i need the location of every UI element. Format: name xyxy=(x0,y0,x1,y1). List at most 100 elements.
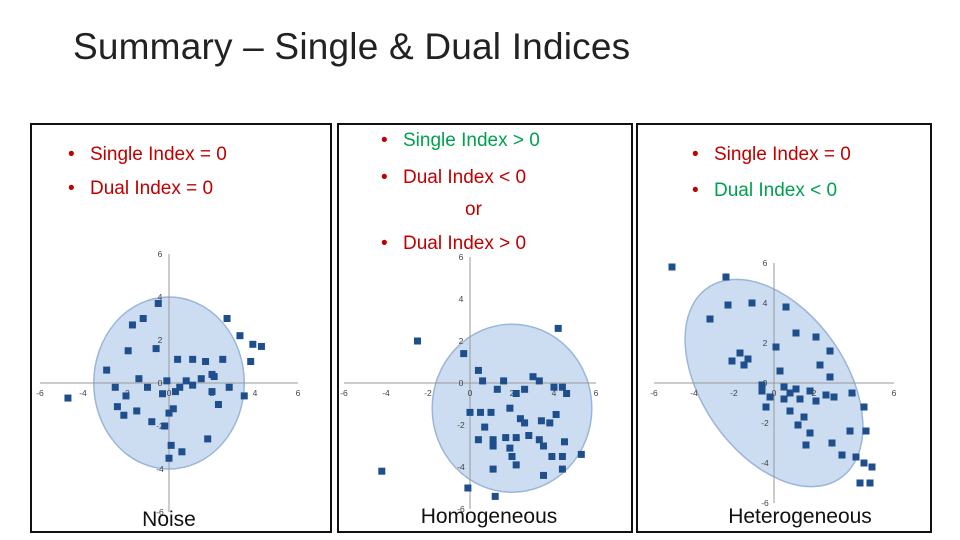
data-point xyxy=(782,303,790,311)
data-point xyxy=(728,357,736,365)
panel-caption: Noise xyxy=(142,508,196,531)
data-point xyxy=(477,408,484,416)
data-point xyxy=(460,350,468,358)
data-point xyxy=(558,465,566,473)
y-tick-label: 2 xyxy=(459,336,464,346)
data-point xyxy=(139,315,147,322)
bullet-text: Single Index = 0 xyxy=(90,144,227,165)
data-point xyxy=(822,391,830,399)
bullet-item: • Dual Index < 0 xyxy=(692,180,838,201)
data-point xyxy=(506,404,514,412)
data-point xyxy=(561,438,568,446)
y-tick-label: 4 xyxy=(763,298,768,308)
x-tick-label: 4 xyxy=(552,388,557,398)
data-point xyxy=(466,408,474,416)
data-point xyxy=(487,408,495,416)
data-point xyxy=(171,388,179,396)
bullet-text: or xyxy=(465,199,482,220)
data-point xyxy=(846,427,854,435)
y-tick-label: 0 xyxy=(459,378,464,388)
data-point xyxy=(848,389,856,397)
data-point xyxy=(744,355,752,363)
data-point xyxy=(489,436,497,444)
data-point xyxy=(122,392,130,400)
data-point xyxy=(772,343,780,351)
x-tick-label: 6 xyxy=(594,388,599,398)
data-point xyxy=(786,407,794,415)
bullet-item: • Dual Index > 0 xyxy=(381,233,527,254)
data-point xyxy=(812,397,820,405)
data-point xyxy=(552,411,560,418)
data-point xyxy=(794,421,802,429)
data-point xyxy=(161,422,169,430)
panel-caption: Homogeneous xyxy=(420,505,558,528)
bullet-text: Dual Index < 0 xyxy=(714,180,838,201)
y-tick-label: 2 xyxy=(763,338,768,348)
panel-caption: Heterogeneous xyxy=(728,505,872,528)
data-point xyxy=(860,403,868,411)
data-point xyxy=(508,453,516,460)
data-point xyxy=(548,453,556,460)
data-point xyxy=(668,263,676,271)
data-point xyxy=(776,367,784,375)
data-point xyxy=(758,381,766,389)
data-point xyxy=(214,401,222,408)
data-point xyxy=(860,459,868,467)
data-point xyxy=(225,383,233,391)
data-point xyxy=(464,484,472,492)
y-tick-label: 6 xyxy=(459,252,464,262)
x-tick-label: 6 xyxy=(296,388,301,398)
data-point xyxy=(806,387,814,395)
data-point xyxy=(812,333,820,341)
data-point xyxy=(249,340,257,348)
data-point xyxy=(204,435,212,443)
x-tick-label: 0 xyxy=(468,388,473,398)
data-point xyxy=(535,436,543,444)
data-point xyxy=(111,383,119,391)
data-point xyxy=(724,301,732,309)
data-point xyxy=(479,377,487,385)
data-point xyxy=(178,448,186,456)
bullet-item: • Dual Index < 0 xyxy=(381,167,527,188)
panel-heterogeneous: • Single Index = 0 • Dual Index < 0 -6 -4 -2… xyxy=(636,123,932,533)
data-point xyxy=(489,442,497,450)
data-point xyxy=(512,461,520,469)
data-point xyxy=(546,419,554,427)
data-point xyxy=(502,434,510,442)
y-tick-label: 2 xyxy=(158,335,163,345)
x-tick-label: 2 xyxy=(510,388,515,398)
x-tick-label: -6 xyxy=(340,388,348,398)
data-point xyxy=(182,377,190,385)
data-point xyxy=(133,407,141,415)
slide-title: Summary – Single & Dual Indices xyxy=(73,26,631,67)
x-tick-label: -2 xyxy=(730,388,738,398)
data-point xyxy=(762,403,770,411)
x-tick-label: -6 xyxy=(36,388,44,398)
data-point xyxy=(169,405,177,413)
bullet-item: • Single Index = 0 xyxy=(68,144,227,165)
data-point xyxy=(165,454,173,462)
y-tick-label: -4 xyxy=(156,464,164,474)
x-tick-label: 0 xyxy=(167,388,172,398)
data-point xyxy=(163,377,171,385)
data-point xyxy=(706,315,714,323)
data-point xyxy=(554,324,562,332)
data-point xyxy=(167,441,175,449)
y-tick-label: -6 xyxy=(761,498,769,508)
data-point xyxy=(748,299,756,307)
x-tick-label: -2 xyxy=(424,388,432,398)
y-tick-label: 0 xyxy=(158,378,163,388)
y-tick-label: 4 xyxy=(459,294,464,304)
data-point xyxy=(540,471,547,479)
data-point xyxy=(223,315,231,322)
data-point xyxy=(197,375,205,383)
bullet-text: Dual Index < 0 xyxy=(403,167,527,188)
data-point xyxy=(481,423,489,431)
data-point xyxy=(792,385,800,393)
data-point xyxy=(113,403,121,411)
data-point xyxy=(826,347,834,355)
data-point xyxy=(489,465,497,473)
data-point xyxy=(868,463,876,471)
data-point xyxy=(521,385,529,393)
y-tick-label: -6 xyxy=(457,504,465,514)
